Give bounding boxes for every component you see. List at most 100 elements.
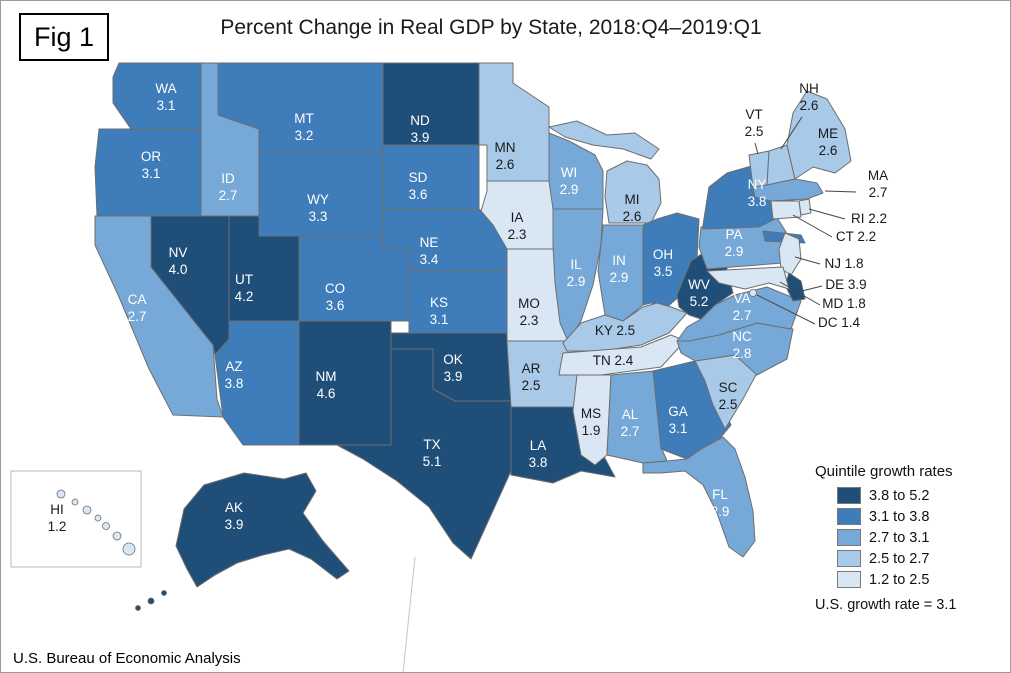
legend-item: 3.1 to 3.8 [837,506,956,527]
state-WA [112,62,202,130]
state-label-CT: CT 2.2 [836,229,876,244]
callout-line-CT [792,214,833,238]
state-AK [147,597,155,605]
state-label-HI: HI 1.2 [48,502,67,534]
state-label-IN: IN 2.9 [610,253,629,285]
state-label-NV: NV 4.0 [169,245,188,277]
callout-line-VT [754,142,759,155]
legend-swatch [837,487,861,504]
state-label-AK: AK 3.9 [225,500,244,532]
state-label-MI: MI 2.6 [623,192,642,224]
state-MI [548,120,660,160]
legend: Quintile growth rates 3.8 to 5.2 3.1 to 3… [815,463,956,613]
legend-item: 1.2 to 2.5 [837,569,956,590]
state-label-VA: VA 2.7 [733,291,752,323]
state-label-CO: CO 3.6 [325,281,345,313]
state-label-KY: KY 2.5 [595,323,635,338]
state-HI [94,514,102,522]
state-ME [786,90,852,180]
state-HI [122,542,136,556]
legend-note: U.S. growth rate = 3.1 [815,597,957,613]
state-HI [56,489,66,499]
state-WI [548,132,604,210]
state-label-SC: SC 2.5 [719,380,738,412]
legend-items: 3.8 to 5.2 3.1 to 3.8 2.7 to 3.1 2.5 to 2.7… [815,485,956,590]
legend-swatch [837,508,861,525]
callout-line-DE [801,285,823,292]
state-label-OR: OR 3.1 [141,149,162,181]
state-label-KS: KS 3.1 [430,295,449,327]
state-HI [112,531,122,541]
state-label-NH: NH 2.6 [799,81,819,113]
state-label-LA: LA 3.8 [529,438,548,470]
state-label-ND: ND 3.9 [410,113,430,145]
legend-range: 1.2 to 2.5 [869,571,930,588]
state-label-NE: NE 3.4 [420,235,439,267]
figure-tag: Fig 1 [19,13,109,61]
state-label-NM: NM 4.6 [316,369,337,401]
state-AK [135,605,141,611]
callout-line-MD [779,281,821,306]
state-label-FL: FL 2.9 [711,487,730,519]
state-label-MT: MT 3.2 [294,111,314,143]
state-TX [336,348,526,560]
hawaii-inset-box [10,470,142,568]
state-label-TN: TN 2.4 [593,353,634,368]
state-label-OH: OH 3.5 [653,247,673,279]
callout-line-MA [824,190,857,193]
state-label-ID: ID 2.7 [219,171,238,203]
state-AK [161,590,167,596]
state-DC [749,289,757,297]
state-label-MN: MN 2.6 [495,140,516,172]
page-title: Percent Change in Real GDP by State, 201… [220,16,762,39]
state-label-IL: IL 2.9 [567,257,586,289]
legend-title: Quintile growth rates [815,463,953,480]
legend-range: 3.1 to 3.8 [869,508,930,525]
state-AK [175,472,350,588]
state-label-WY: WY 3.3 [307,192,329,224]
state-label-AL: AL 2.7 [621,407,640,439]
state-label-MD: MD 1.8 [822,296,866,311]
legend-range: 2.5 to 2.7 [869,550,930,567]
state-label-WI: WI 2.9 [560,165,579,197]
state-TN [558,334,686,376]
state-labels-layer: WA 3.1 OR 3.1 CA 2.7 NV 4.0 ID 2.7 MT 3.2 WY 3.3 UT 4.2… [48,81,889,534]
callout-line-NJ [794,256,821,265]
state-NM [298,320,392,446]
state-MI [604,160,662,224]
state-WV [676,252,734,320]
legend-range: 3.8 to 5.2 [869,487,930,504]
legend-item: 3.8 to 5.2 [837,485,956,506]
state-label-SD: SD 3.6 [409,170,428,202]
state-label-NJ: NJ 1.8 [824,256,863,271]
state-label-WV: WV 5.2 [688,277,710,309]
state-label-RI: RI 2.2 [851,211,887,226]
state-label-NC: NC 2.8 [732,329,752,361]
state-label-MS: MS 1.9 [581,406,601,438]
state-label-AZ: AZ 3.8 [225,359,244,391]
legend-range: 2.7 to 3.1 [869,529,930,546]
state-label-OK: OK 3.9 [443,352,463,384]
state-SD [382,144,480,210]
source-text: U.S. Bureau of Economic Analysis [13,650,241,667]
state-MD [706,266,790,290]
legend-swatch [837,550,861,567]
state-CT [770,200,802,220]
legend-swatch [837,529,861,546]
callout-line-NH [780,116,803,150]
state-label-GA: GA 3.1 [668,404,688,436]
state-VA [676,286,802,342]
legend-item: 2.5 to 2.7 [837,548,956,569]
state-label-PA: PA 2.9 [725,227,744,259]
state-label-NY: NY 3.8 [748,177,767,209]
state-FL [642,436,756,558]
state-label-VT: VT 2.5 [745,107,764,139]
state-label-ME: ME 2.6 [818,126,838,158]
state-label-MO: MO 2.3 [518,296,540,328]
state-label-UT: UT 4.2 [235,272,254,304]
state-label-TX: TX 5.1 [423,437,442,469]
state-HI [71,498,79,506]
state-label-DE: DE 3.9 [825,277,866,292]
